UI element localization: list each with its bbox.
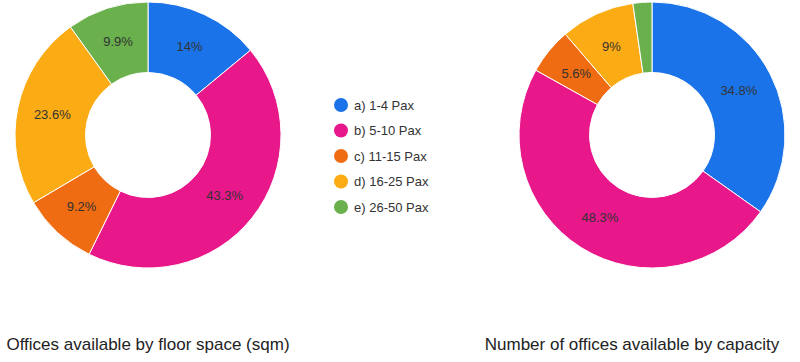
slice	[89, 50, 281, 268]
chart-canvas: 14% 43.3% 9.2% 23.6% 9.9% Offices available b…	[0, 0, 800, 362]
legend: a) 1-4 Pax b) 5-10 Pax c) 11-15 Pax d) 16-2…	[334, 98, 429, 215]
legend-swatch	[334, 200, 348, 214]
legend-label: e) 26-50 Pax	[354, 200, 429, 215]
data-label: 9.9%	[103, 34, 133, 49]
slice	[519, 70, 761, 268]
data-label: 5.6%	[561, 66, 591, 81]
data-label: 48.3%	[581, 210, 618, 225]
donut	[519, 2, 785, 268]
legend-label: b) 5-10 Pax	[354, 123, 422, 138]
legend-label: d) 16-25 Pax	[354, 174, 429, 189]
slice	[71, 2, 148, 84]
legend-swatch	[334, 149, 348, 163]
data-label: 9.2%	[67, 199, 97, 214]
data-labels: 34.8% 48.3% 5.6% 9%	[561, 39, 757, 226]
chart-title: Number of offices available by capacity	[485, 335, 780, 354]
legend-label: c) 11-15 Pax	[354, 149, 427, 164]
legend-swatch	[334, 124, 348, 138]
slice	[633, 2, 652, 73]
legend-label: a) 1-4 Pax	[354, 98, 414, 113]
donut	[15, 2, 281, 268]
slice	[652, 2, 785, 212]
legend-swatch	[334, 98, 348, 112]
data-label: 14%	[177, 39, 203, 54]
data-label: 43.3%	[206, 188, 243, 203]
chart-title: Offices available by floor space (sqm)	[6, 335, 289, 354]
data-label: 9%	[602, 39, 621, 54]
data-label: 23.6%	[34, 107, 71, 122]
legend-swatch	[334, 175, 348, 189]
data-labels: 14% 43.3% 9.2% 23.6% 9.9%	[34, 34, 244, 214]
data-label: 34.8%	[720, 83, 757, 98]
